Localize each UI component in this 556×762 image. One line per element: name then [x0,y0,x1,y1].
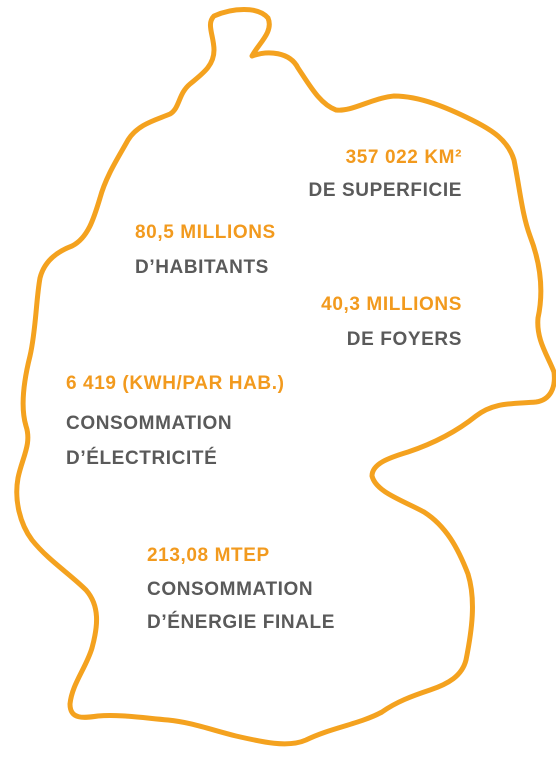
stat-label: D’ÉLECTRICITÉ [66,447,217,469]
stat-value: 6 419 (KWH/PAR HAB.) [66,373,285,394]
country-outline [14,7,556,747]
stat-label: CONSOMMATION [147,579,313,600]
stat-value: 80,5 MILLIONS [135,222,276,243]
stat-value: 357 022 KM² [346,147,462,168]
stat-label: D’HABITANTS [135,257,269,278]
stat-label: DE FOYERS [347,329,462,350]
stat-label: D’ÉNERGIE FINALE [147,611,335,633]
stat-value: 213,08 MTEP [147,545,270,566]
stat-label: DE SUPERFICIE [309,180,463,201]
stat-label: CONSOMMATION [66,413,232,434]
stat-value: 40,3 MILLIONS [321,294,462,315]
